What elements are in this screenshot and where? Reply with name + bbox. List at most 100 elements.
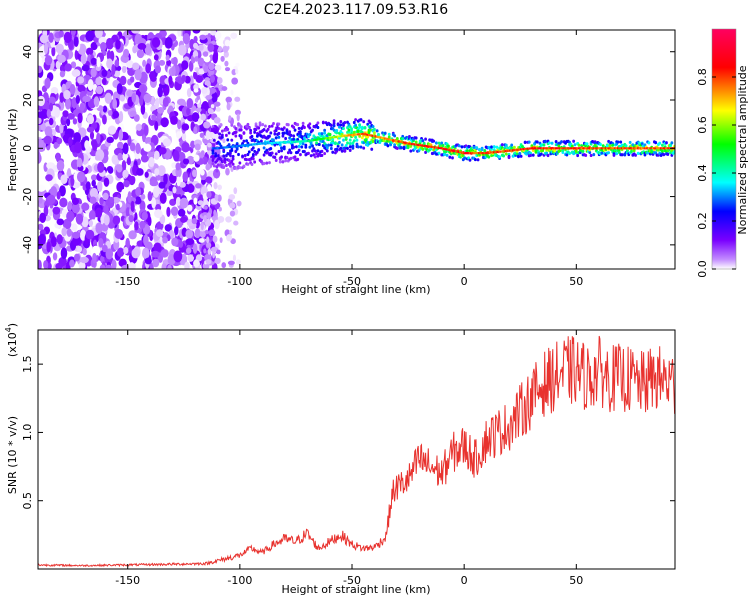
heatmap-cell bbox=[490, 145, 493, 149]
heatmap-cell bbox=[170, 115, 178, 125]
heatmap-cell bbox=[266, 127, 270, 131]
heatmap-cell bbox=[281, 160, 285, 164]
heatmap-cell bbox=[262, 153, 266, 157]
heatmap-cell bbox=[77, 112, 83, 124]
heatmap-cell bbox=[358, 134, 362, 138]
heatmap-cell bbox=[223, 157, 227, 161]
colorbar-tick-label: 0.0 bbox=[696, 260, 709, 278]
heatmap-cell bbox=[504, 143, 508, 147]
heatmap-cell bbox=[273, 143, 277, 147]
heatmap-cell bbox=[90, 174, 98, 181]
heatmap-cell bbox=[339, 146, 343, 150]
heatmap-cell bbox=[666, 152, 670, 156]
heatmap-cell bbox=[59, 197, 68, 208]
heatmap-cell bbox=[619, 140, 623, 144]
heatmap-cell bbox=[134, 69, 142, 81]
heatmap-cell bbox=[351, 144, 355, 148]
heatmap-cell bbox=[154, 209, 163, 219]
heatmap-cell bbox=[273, 132, 277, 136]
heatmap-cell bbox=[316, 121, 320, 125]
heatmap-cell bbox=[553, 149, 557, 153]
heatmap-cell bbox=[547, 141, 551, 145]
heatmap-cell bbox=[214, 219, 220, 230]
heatmap-cell bbox=[262, 146, 266, 150]
heatmap-cell bbox=[320, 153, 324, 158]
heatmap-cell bbox=[200, 169, 205, 176]
heatmap-cell bbox=[48, 208, 54, 216]
heatmap-cell bbox=[224, 60, 229, 67]
heatmap-cell bbox=[348, 141, 352, 146]
heatmap-cell bbox=[247, 126, 251, 130]
heatmap-cell bbox=[354, 135, 358, 139]
heatmap-cell bbox=[292, 137, 296, 141]
heatmap-cell bbox=[513, 145, 516, 149]
heatmap-cell bbox=[133, 114, 140, 122]
heatmap-cell bbox=[373, 131, 376, 135]
heatmap-cell bbox=[46, 241, 51, 253]
heatmap-cell bbox=[89, 196, 97, 204]
heatmap-cell bbox=[208, 62, 215, 71]
heatmap-cell bbox=[44, 77, 51, 89]
heatmap-cell bbox=[59, 70, 66, 78]
heatmap-cell bbox=[234, 149, 238, 154]
heatmap-cell bbox=[136, 123, 142, 131]
heatmap-cell bbox=[112, 215, 121, 225]
heatmap-cell bbox=[122, 142, 129, 155]
heatmap-cell bbox=[62, 110, 69, 118]
heatmap-cell bbox=[214, 154, 218, 158]
heatmap-cell bbox=[56, 160, 65, 172]
heatmap-cell bbox=[285, 156, 289, 160]
heatmap-cell bbox=[185, 229, 194, 239]
heatmap-cell bbox=[296, 157, 300, 161]
heatmap-cell bbox=[122, 151, 129, 163]
heatmap-cell bbox=[178, 44, 187, 56]
heatmap-cell bbox=[91, 139, 98, 151]
heatmap-cell bbox=[463, 156, 467, 160]
heatmap-cell bbox=[599, 142, 602, 147]
heatmap-cell bbox=[661, 149, 664, 153]
heatmap-cell bbox=[429, 147, 433, 151]
heatmap-cell bbox=[237, 152, 240, 157]
heatmap-cell bbox=[214, 64, 222, 71]
heatmap-cell bbox=[250, 134, 254, 139]
heatmap-cell bbox=[231, 162, 235, 166]
heatmap-cell bbox=[222, 154, 226, 158]
heatmap-cell bbox=[307, 151, 310, 155]
heatmap-cell bbox=[137, 42, 147, 50]
heatmap-cell bbox=[444, 150, 448, 154]
heatmap-cell bbox=[76, 171, 86, 183]
heatmap-cell bbox=[331, 150, 335, 154]
heatmap-cell bbox=[157, 107, 165, 114]
heatmap-cell bbox=[239, 128, 243, 132]
heatmap-cell bbox=[448, 155, 452, 159]
heatmap-cell bbox=[301, 142, 305, 146]
heatmap-cell bbox=[242, 139, 246, 143]
heatmap-cell bbox=[117, 152, 123, 161]
heatmap-cell bbox=[141, 211, 148, 221]
heatmap-cell bbox=[343, 149, 347, 153]
heatmap-cell bbox=[95, 207, 103, 218]
heatmap-cell bbox=[96, 132, 101, 144]
heatmap-cell bbox=[107, 166, 114, 174]
heatmap-cell bbox=[243, 153, 247, 158]
heatmap-cell bbox=[128, 215, 134, 223]
heatmap-cell bbox=[309, 154, 313, 158]
heatmap-cell bbox=[71, 197, 79, 206]
heatmap-cell bbox=[177, 208, 186, 217]
heatmap-cell bbox=[543, 140, 547, 144]
heatmap-cell bbox=[193, 197, 198, 205]
heatmap-cell bbox=[502, 154, 506, 158]
heatmap-cell bbox=[573, 143, 577, 147]
snr-y-multiplier: (x104) bbox=[4, 323, 19, 357]
heatmap-cell bbox=[624, 144, 628, 148]
heatmap-cell bbox=[209, 74, 215, 83]
heatmap-cell bbox=[199, 230, 206, 238]
heatmap-cell bbox=[230, 138, 234, 142]
heatmap-cell bbox=[300, 134, 304, 139]
heatmap-cell bbox=[181, 131, 187, 142]
heatmap-cell bbox=[315, 123, 318, 127]
heatmap-cell bbox=[60, 247, 68, 260]
heatmap-cell bbox=[212, 127, 216, 131]
heatmap-cell bbox=[207, 107, 213, 114]
heatmap-cell bbox=[162, 97, 169, 108]
